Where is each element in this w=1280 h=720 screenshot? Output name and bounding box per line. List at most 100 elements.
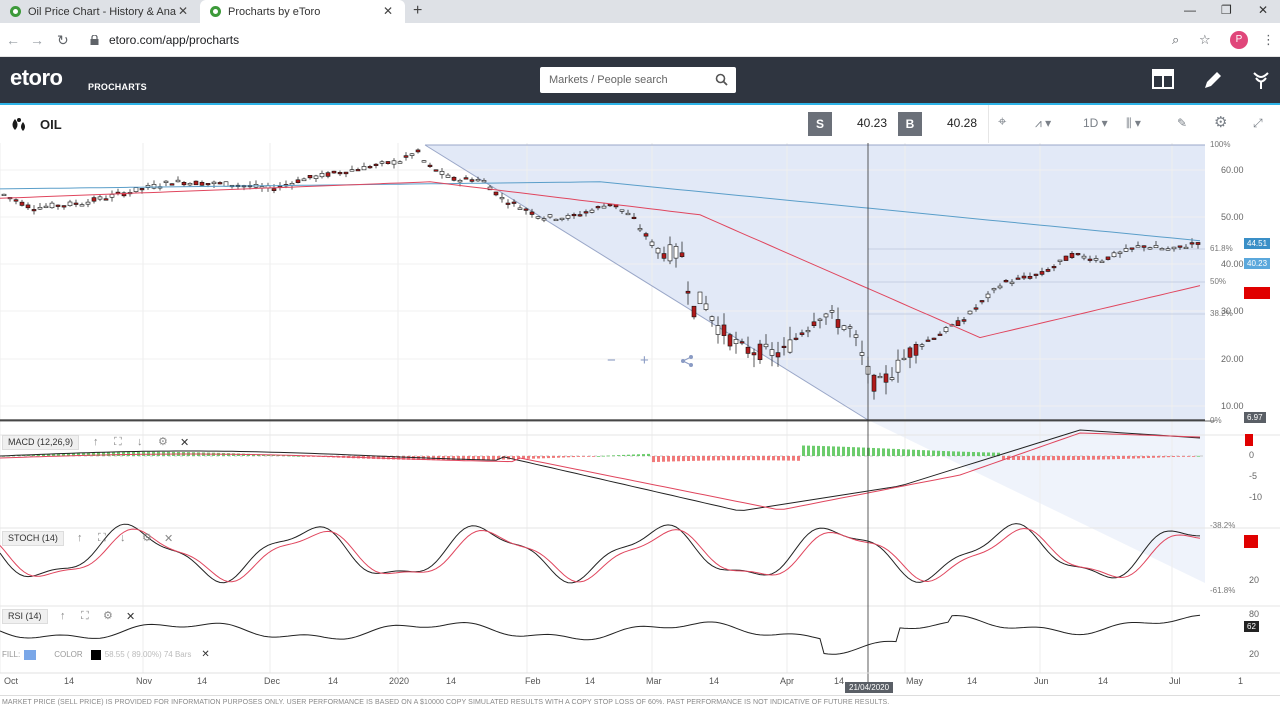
macd-bar-negative xyxy=(497,456,500,460)
close-tab-icon[interactable]: ✕ xyxy=(177,4,188,18)
close-fib-settings-icon[interactable]: ✕ xyxy=(201,649,210,660)
url-field[interactable]: etoro.com/app/procharts xyxy=(90,33,239,47)
market-search[interactable] xyxy=(540,67,736,93)
macd-bar-positive xyxy=(897,449,900,456)
bull-candle xyxy=(1159,248,1165,251)
bear-candle xyxy=(271,188,277,191)
remove-indicator-icon[interactable]: ✕ xyxy=(164,533,174,545)
indicators-icon[interactable]: ⫼ ▾ xyxy=(1126,116,1141,130)
indicator-settings-icon[interactable]: ⚙ xyxy=(142,532,152,544)
macd-bar-negative xyxy=(1107,456,1110,460)
close-window-icon[interactable]: ✕ xyxy=(1258,3,1269,17)
remove-indicator-icon[interactable]: ✕ xyxy=(126,611,136,623)
bull-candle xyxy=(1009,281,1015,284)
macd-bar-negative xyxy=(792,456,795,461)
fib-label-50: 50% xyxy=(1210,277,1227,286)
move-down-icon[interactable]: ↓ xyxy=(137,436,143,448)
bull-candle xyxy=(1135,245,1141,248)
chart-type-icon[interactable]: ⩘ ▾ xyxy=(1035,116,1052,130)
market-search-input[interactable] xyxy=(540,67,710,93)
maximize-icon[interactable]: ❐ xyxy=(1221,3,1232,17)
macd-bar-negative xyxy=(487,456,490,460)
fill-color-swatch[interactable] xyxy=(24,649,37,660)
x-axis-label: Oct xyxy=(4,676,19,686)
draw-tools-icon[interactable]: ✎ xyxy=(1177,116,1188,130)
price-chart[interactable]: − + 60.00 50.00 40.00 30.00 20.00 10.00 … xyxy=(0,140,1280,695)
menu-kebab-icon[interactable]: ⋮ xyxy=(1262,32,1275,47)
zoom-search-icon[interactable]: ⌕ xyxy=(1172,32,1180,47)
macd-bar-positive xyxy=(807,445,810,456)
remove-indicator-icon[interactable]: ✕ xyxy=(180,437,190,449)
macd-bar-negative xyxy=(1087,456,1090,460)
fib-retracement-zone[interactable] xyxy=(425,145,1205,420)
share-icon[interactable] xyxy=(680,354,694,368)
new-tab-icon[interactable]: + xyxy=(413,2,423,19)
search-icon[interactable] xyxy=(715,73,728,86)
macd-bar-positive xyxy=(877,448,880,456)
minimize-icon[interactable]: — xyxy=(1184,3,1196,17)
bull-candle xyxy=(625,212,631,216)
bookmark-star-icon[interactable]: ☆ xyxy=(1199,32,1211,47)
bear-candle xyxy=(1021,275,1027,279)
etoro-logo[interactable]: etoro xyxy=(10,65,63,90)
fib-extension-shadow xyxy=(868,420,1205,583)
bear-candle xyxy=(433,169,439,172)
fullscreen-icon[interactable]: ⤢ xyxy=(1253,116,1263,130)
reload-icon[interactable]: ↻ xyxy=(57,32,69,48)
timeframe-dropdown[interactable]: 1D ▾ xyxy=(1083,116,1108,130)
macd-label[interactable]: MACD (12,26,9) xyxy=(2,435,80,450)
bull-candle xyxy=(535,216,541,219)
macd-bar-negative xyxy=(657,456,660,462)
browser-tab-oil-price[interactable]: Oil Price Chart - History & Analy ✕ xyxy=(0,0,200,23)
move-up-icon[interactable]: ↑ xyxy=(60,610,66,622)
move-up-icon[interactable]: ↑ xyxy=(77,532,83,544)
indicator-settings-icon[interactable]: ⚙ xyxy=(103,610,113,622)
crosshair-icon[interactable]: ⌖ xyxy=(998,113,1007,130)
zoom-out-icon[interactable]: − xyxy=(607,352,616,369)
bull-candle xyxy=(1165,248,1171,251)
macd-bar-negative xyxy=(1032,456,1035,461)
chart-canvas[interactable] xyxy=(0,143,1280,695)
forward-icon[interactable]: → xyxy=(30,32,44,48)
close-tab-icon[interactable]: ✕ xyxy=(382,4,393,18)
footer: MARKET PRICE (SELL PRICE) IS PROVIDED FO… xyxy=(0,695,1280,720)
stoch-label[interactable]: STOCH (14) xyxy=(2,531,64,546)
expand-icon[interactable]: ⛶ xyxy=(114,436,122,448)
buy-button[interactable]: B xyxy=(898,112,922,136)
profile-avatar[interactable]: P xyxy=(1230,31,1248,49)
bull-candle xyxy=(889,377,895,380)
stoch-axis-label: -61.8% xyxy=(1210,586,1236,595)
buy-price[interactable]: 40.28 xyxy=(947,116,978,130)
macd-bar-negative xyxy=(1082,456,1085,460)
macd-bar-positive xyxy=(847,446,850,456)
drawing-pen-icon[interactable] xyxy=(1202,69,1224,91)
rsi-label[interactable]: RSI (14) xyxy=(2,609,48,624)
browser-tab-procharts[interactable]: Procharts by eToro ✕ xyxy=(200,0,405,23)
settings-gear-icon[interactable]: ⚙ xyxy=(1214,114,1228,131)
move-up-icon[interactable]: ↑ xyxy=(93,436,99,448)
macd-bar-positive xyxy=(982,452,985,456)
etoro-mascot-icon[interactable] xyxy=(1250,69,1272,91)
bear-candle xyxy=(607,204,613,207)
sell-price[interactable]: 40.23 xyxy=(857,116,888,130)
bear-candle xyxy=(463,177,469,180)
indicator-settings-icon[interactable]: ⚙ xyxy=(158,436,168,448)
layout-icon[interactable] xyxy=(1152,69,1174,89)
move-down-icon[interactable]: ↓ xyxy=(120,532,126,544)
back-icon[interactable]: ← xyxy=(6,32,20,48)
macd-bar-negative xyxy=(767,456,770,461)
expand-icon[interactable]: ⛶ xyxy=(98,532,106,544)
bear-candle xyxy=(631,216,637,220)
macd-bar-positive xyxy=(287,455,290,457)
sell-button[interactable]: S xyxy=(808,112,832,136)
macd-bar-negative xyxy=(532,456,535,459)
macd-bar-positive xyxy=(872,447,875,456)
bear-candle xyxy=(169,183,175,186)
bull-candle xyxy=(133,187,139,192)
line-color-swatch[interactable] xyxy=(90,649,101,660)
zoom-in-icon[interactable]: + xyxy=(640,352,649,369)
ma-blue-line xyxy=(0,181,1201,242)
x-axis-label: 14 xyxy=(967,676,978,686)
expand-icon[interactable]: ⛶ xyxy=(81,610,89,622)
crosshair-date-tag: 21/04/2020 xyxy=(845,682,894,693)
